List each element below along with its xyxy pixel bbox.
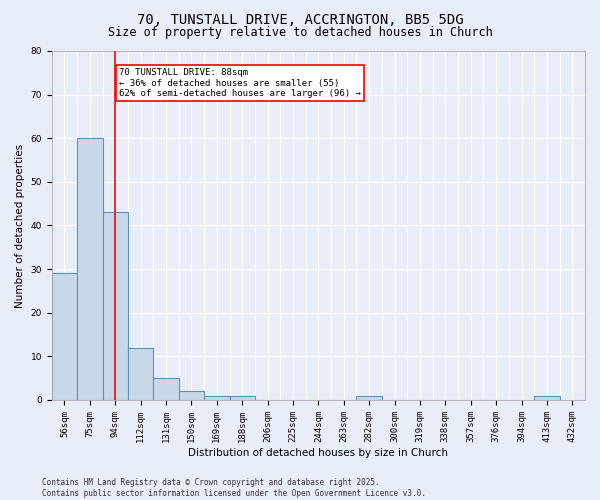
- Bar: [179, 391, 204, 400]
- Text: 70, TUNSTALL DRIVE, ACCRINGTON, BB5 5DG: 70, TUNSTALL DRIVE, ACCRINGTON, BB5 5DG: [137, 12, 463, 26]
- Bar: [204, 396, 230, 400]
- Text: 70 TUNSTALL DRIVE: 88sqm
← 36% of detached houses are smaller (55)
62% of semi-d: 70 TUNSTALL DRIVE: 88sqm ← 36% of detach…: [119, 68, 361, 98]
- Y-axis label: Number of detached properties: Number of detached properties: [15, 144, 25, 308]
- Bar: [103, 212, 128, 400]
- Bar: [128, 348, 154, 400]
- Bar: [230, 396, 255, 400]
- Bar: [534, 396, 560, 400]
- Bar: [52, 274, 77, 400]
- Bar: [154, 378, 179, 400]
- X-axis label: Distribution of detached houses by size in Church: Distribution of detached houses by size …: [188, 448, 448, 458]
- Text: Size of property relative to detached houses in Church: Size of property relative to detached ho…: [107, 26, 493, 39]
- Text: Contains HM Land Registry data © Crown copyright and database right 2025.
Contai: Contains HM Land Registry data © Crown c…: [42, 478, 426, 498]
- Bar: [77, 138, 103, 400]
- Bar: [356, 396, 382, 400]
